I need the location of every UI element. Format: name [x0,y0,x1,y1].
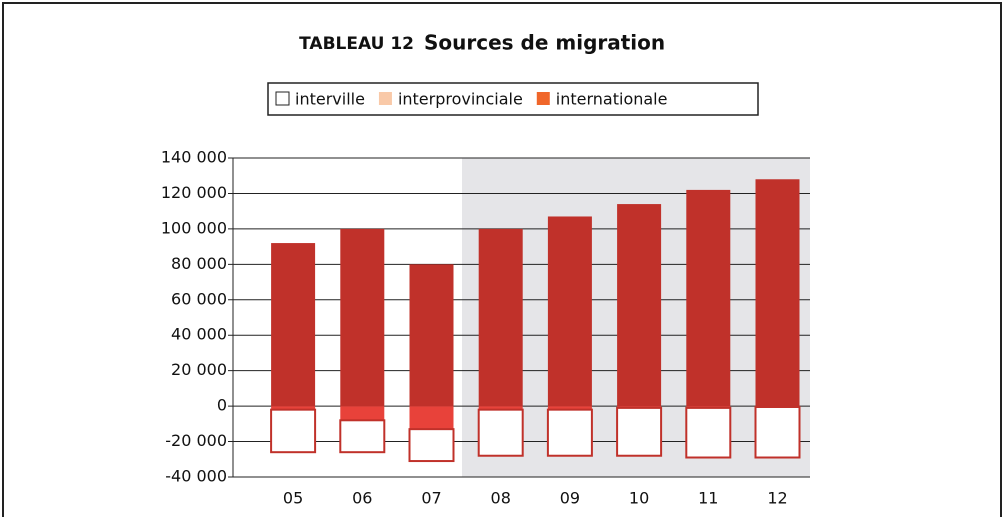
y-tick-label: 20 000 [171,360,227,379]
legend-box [267,82,759,116]
x-tick-label: 12 [767,489,787,508]
x-tick-label: 11 [698,489,718,508]
y-tick-label: 120 000 [161,183,227,202]
bar-segment [685,406,732,459]
bar-segment [408,428,455,463]
y-tick-label: 0 [217,396,227,415]
y-tick-label: 140 000 [161,148,227,167]
bar-segment [617,204,662,407]
y-tick-label: -20 000 [165,431,227,450]
legend-swatch [378,92,392,105]
bar-segment [477,408,524,457]
y-tick-label: 100 000 [161,218,227,237]
bar-segment [686,189,731,407]
bar-segment [754,405,801,459]
chart-label: TABLEAU 12 [299,34,414,54]
chart-title: Sources de migration [424,31,665,55]
bar-segment [409,264,454,407]
x-tick-label: 07 [421,489,441,508]
y-tick-label: 40 000 [171,325,227,344]
bar-segment [340,406,385,421]
y-tick-label: 60 000 [171,289,227,308]
bar-segment [478,406,523,410]
x-tick-label: 09 [560,489,580,508]
bar-segment [340,228,385,407]
x-tick-label: 08 [491,489,511,508]
y-tick-label: 80 000 [171,254,227,273]
bar-segment [271,406,316,410]
bar-segment [616,406,663,457]
bar-segment [755,179,800,407]
bar-segment [546,408,593,457]
x-tick-label: 05 [283,489,303,508]
legend-label: interville [295,90,365,109]
bar-segment [409,406,454,430]
bar-segment [478,228,523,407]
bar-segment [271,243,316,407]
bar-segment [270,408,317,454]
bar-segment [547,406,592,410]
legend-swatch [536,92,550,105]
legend-label: internationale [556,90,668,109]
y-tick-label: -40 000 [165,467,227,486]
legend-swatch [275,91,290,106]
legend-label: interprovinciale [398,90,523,109]
bar-segment [339,419,386,454]
x-tick-label: 06 [352,489,372,508]
bar-segment [547,216,592,407]
x-tick-label: 10 [629,489,649,508]
